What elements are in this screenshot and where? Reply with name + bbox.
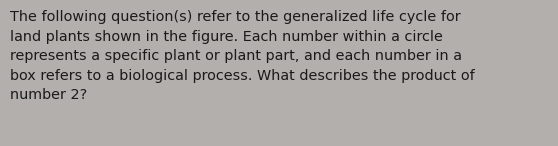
Text: The following question(s) refer to the generalized life cycle for
land plants sh: The following question(s) refer to the g… [10,10,475,102]
